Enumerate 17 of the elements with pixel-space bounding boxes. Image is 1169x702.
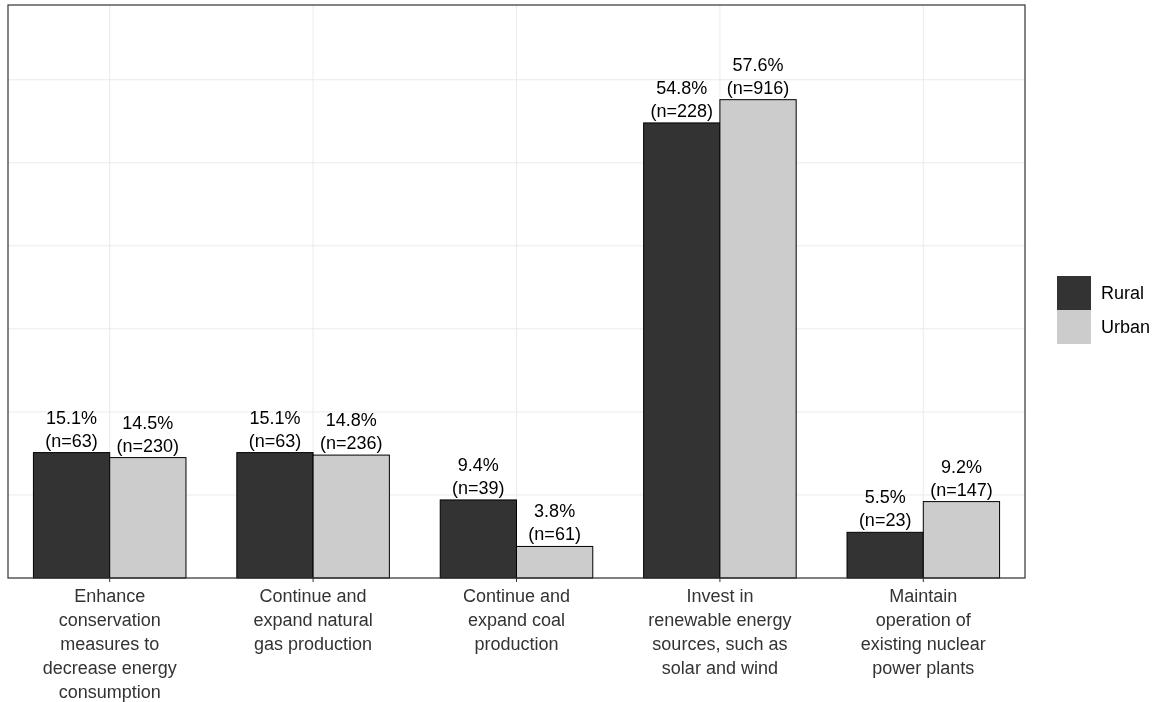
- data-label: 15.1% (n=63): [45, 407, 98, 451]
- data-label: 14.5% (n=230): [116, 412, 180, 456]
- x-tick-label: Invest in renewable energy sources, such as solar and wind: [648, 586, 792, 678]
- data-label: 5.5% (n=23): [858, 487, 912, 531]
- x-tick-label: Continue and expand natural gas production: [253, 586, 373, 654]
- x-tick-label: Maintain operation of existing nuclear power plants: [860, 586, 986, 678]
- legend-label: Urban: [1101, 317, 1151, 338]
- data-label: 15.1% (n=63): [248, 407, 302, 451]
- data-label: 14.8% (n=236): [319, 410, 383, 454]
- data-label: 54.8% (n=228): [650, 77, 714, 121]
- data-label: 9.2% (n=147): [930, 456, 993, 500]
- data-label: 57.6% (n=916): [726, 54, 790, 98]
- legend-label: Rural: [1101, 283, 1145, 304]
- x-tick-label: Enhance conservation measures to decrease energy consumption: [42, 586, 177, 702]
- data-label: 9.4% (n=39): [452, 454, 505, 498]
- data-label: 3.8% (n=61): [528, 501, 581, 545]
- x-tick-label: Continue and expand coal production: [462, 586, 571, 654]
